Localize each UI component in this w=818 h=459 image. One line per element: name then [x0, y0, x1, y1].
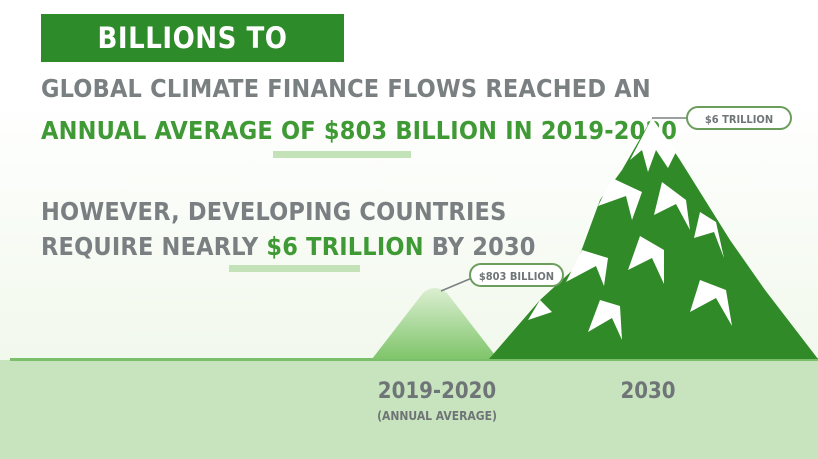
ground-band [0, 360, 818, 459]
text-line-4-post: BY 2030 [423, 232, 536, 261]
snow-streak-1 [598, 178, 642, 220]
text-line-2-highlight: $803 BILLION [323, 116, 498, 145]
category-label-2030: 2030 [620, 379, 676, 404]
page-title: BILLIONS TO TRILLIONS: [41, 14, 344, 103]
value-label-2030: $6 TRILLION [705, 113, 773, 126]
value-badge-2019-2020 [469, 263, 564, 287]
text-line-2: ANNUAL AVERAGE OF $803 BILLION IN 2019-2… [41, 116, 677, 146]
snow-streak-5 [694, 212, 724, 258]
category-sublabel-2019-2020: (ANNUAL AVERAGE) [377, 409, 497, 423]
snow-streak-6 [528, 300, 552, 320]
text-line-4: REQUIRE NEARLY $6 TRILLION BY 2030 [41, 232, 536, 262]
text-line-1: GLOBAL CLIMATE FINANCE FLOWS REACHED AN [41, 74, 651, 103]
category-label-2019-2020: 2019-2020 [377, 379, 497, 404]
highlight-underline-1 [273, 151, 411, 158]
highlight-underline-2 [229, 265, 360, 272]
snow-streak-8 [588, 300, 622, 340]
snow-streak-0 [630, 118, 676, 172]
value-label-2030-callout: $6 TRILLION [652, 106, 792, 130]
snow-streak-4 [628, 236, 664, 284]
mountain-2030 [489, 118, 818, 359]
value-label-2019-2020: $803 BILLION [479, 270, 554, 283]
value-label-2019-2020-callout: $803 BILLION [440, 263, 564, 292]
text-line-3: HOWEVER, DEVELOPING COUNTRIES [41, 197, 507, 226]
text-line-2-pre: ANNUAL AVERAGE OF [41, 116, 324, 145]
snow-streaks [528, 118, 732, 340]
value-badge-2030 [686, 106, 792, 130]
ground-line [10, 358, 818, 361]
text-line-4-highlight: $6 TRILLION [266, 232, 424, 261]
large-snowcap-mountain-icon [489, 118, 818, 359]
mountain-2019-2020 [372, 288, 498, 359]
text-line-4-pre: REQUIRE NEARLY [41, 232, 267, 261]
snow-streak-3 [566, 250, 608, 286]
snow-streak-7 [690, 280, 732, 326]
small-light-mountain-icon [372, 288, 498, 359]
snow-streak-2 [654, 182, 690, 230]
leader-line-2019-2020 [440, 277, 473, 292]
